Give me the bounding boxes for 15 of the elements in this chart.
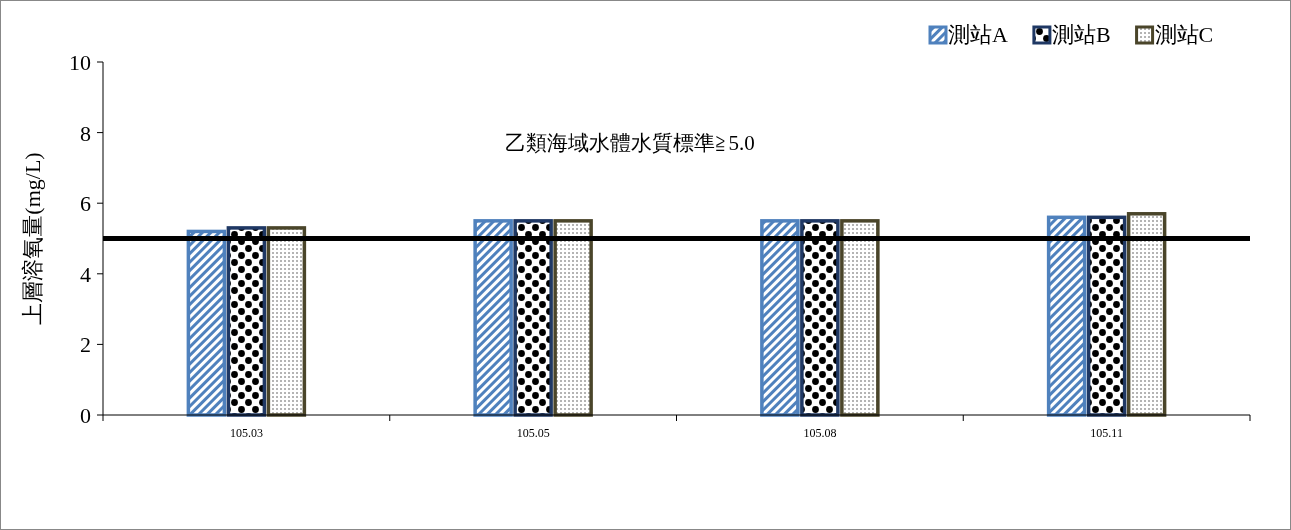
legend-label: 測站C [1154, 22, 1214, 47]
legend-label: 測站B [1051, 22, 1111, 47]
y-axis-title: 上層溶氧量(mg/L) [20, 152, 45, 325]
x-tick-label: 105.05 [516, 426, 550, 440]
x-tick-label: 105.11 [1090, 426, 1123, 440]
y-tick-label: 6 [80, 191, 91, 217]
x-tick-label: 105.08 [803, 426, 837, 440]
y-tick-label: 10 [69, 50, 91, 75]
x-tick-label: 105.03 [229, 426, 263, 440]
y-tick-label: 0 [80, 403, 91, 428]
y-tick-label: 8 [80, 120, 91, 146]
legend-label: 測站A [948, 22, 1008, 47]
y-tick-label: 4 [80, 261, 91, 287]
annotation: 乙類海域水體水質標準≧5.0 [505, 131, 755, 155]
y-tick-label: 2 [80, 332, 91, 358]
